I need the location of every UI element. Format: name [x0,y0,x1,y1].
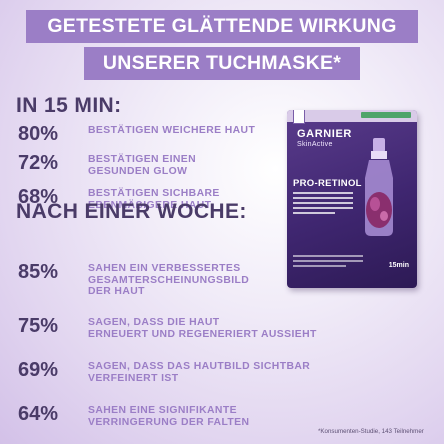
stat-item: 85% SAHEN EIN VERBESSERTES GESAMTERSCHEI… [18,262,249,298]
stat-percentage: 80% [18,123,59,145]
serum-bottle-icon [365,138,393,236]
pack-bottom-text-lines [293,255,363,270]
section-title-15-min: IN 15 MIN: [16,94,122,117]
product-count: 15min [388,262,409,269]
stat-item: 64% SAHEN EINE SIGNIFIKANTE VERRINGERUNG… [18,404,249,428]
badge-icon [293,110,305,124]
headline-line-1: GETESTETE GLÄTTENDE WIRKUNG [26,10,418,43]
stat-item: 75% SAGEN, DASS DIE HAUT ERNEUERT UND RE… [18,316,317,340]
headline-line-2: UNSERER TUCHMASKE* [84,47,360,80]
product-brand: GARNIER [297,128,352,140]
stat-percentage: 64% [18,403,59,425]
stat-percentage: 68% [18,186,59,208]
stat-percentage: 85% [18,261,59,283]
footnote: *Konsumenten-Studie, 143 Teilnehmer [318,428,424,435]
stat-description: SAHEN EIN VERBESSERTES GESAMTERSCHEINUNG… [88,263,250,297]
stat-item: 72% BESTÄTIGEN EINEN GESUNDEN GLOW [18,153,196,177]
product-text-lines [293,192,353,217]
stat-description: SAGEN, DASS DAS HAUTBILD SICHTBAR VERFEI… [88,361,311,384]
stat-percentage: 72% [18,152,59,174]
stat-percentage: 75% [18,315,59,337]
stat-item: 68% BESTÄTIGEN SICHBARE EBENMÄẞIGERE HAU… [18,187,220,211]
stat-description: SAGEN, DASS DIE HAUT ERNEUERT UND REGENE… [88,317,317,340]
pack-top-strip [287,110,417,124]
product-sub-brand: SkinActive [297,141,333,148]
stat-description: SAHEN EINE SIGNIFIKANTE VERRINGERUNG DER… [88,405,250,428]
stat-item: 80% BESTÄTIGEN WEICHERE HAUT [18,124,255,144]
product-name: PRO-RETINOL [293,178,362,189]
stat-description: BESTÄTIGEN EINEN GESUNDEN GLOW [88,154,197,177]
stat-percentage: 69% [18,359,59,381]
stat-description: BESTÄTIGEN WEICHERE HAUT [88,125,256,136]
product-pack-image: GARNIER SkinActive PRO-RETINOL 15min [287,110,417,288]
stat-item: 69% SAGEN, DASS DAS HAUTBILD SICHTBAR VE… [18,360,310,384]
stat-description: BESTÄTIGEN SICHBARE EBENMÄẞIGERE HAUT [88,188,220,211]
green-label [361,112,411,118]
section-title-one-week: NACH EINER WOCHE: [16,200,247,223]
